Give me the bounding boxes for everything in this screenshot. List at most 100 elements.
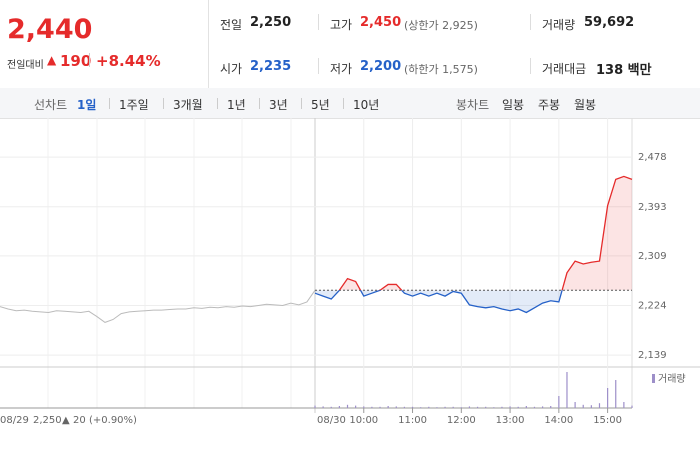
y-tick-label: 2,139 (638, 350, 667, 361)
divider (530, 14, 531, 30)
period-tab[interactable]: 1주일 (119, 98, 149, 112)
y-tick-label: 2,478 (638, 152, 667, 163)
change-rate: +8.44% (96, 52, 161, 70)
period-tab[interactable]: 1년 (227, 98, 246, 112)
line-down (314, 290, 563, 314)
volume-bar (379, 406, 381, 408)
volume-bar (631, 405, 633, 408)
divider (343, 98, 344, 109)
price: 2,440 (7, 14, 93, 45)
volume-bar (590, 405, 592, 408)
volume-bar (566, 372, 568, 408)
volume-bar (607, 388, 609, 408)
stats-panel: 전일 2,250 고가 2,450 (상한가 2,925) 거래량 59,692 시가 2,23… (208, 0, 700, 89)
volume-bar (346, 404, 349, 408)
change: 190 (60, 52, 92, 70)
stat-label: 전일 (220, 18, 243, 32)
stat-label: 고가 (330, 18, 353, 32)
volume-bar (517, 406, 519, 408)
volume-bar (460, 407, 462, 408)
volume-bar (355, 405, 357, 408)
divider (318, 58, 319, 74)
volume-bar (395, 406, 397, 408)
x-tick-label: 08/29 (0, 415, 29, 426)
volume-bar (468, 406, 471, 408)
stat-label: 시가 (220, 62, 243, 76)
volume-bar (403, 406, 406, 408)
area-up (339, 176, 632, 291)
x-tick-label: 08/30 (317, 415, 346, 426)
divider (109, 98, 110, 109)
stat-value: 59,692 (584, 15, 635, 30)
x-tick-label: 14:00 (544, 415, 573, 426)
volume-bar (330, 406, 332, 408)
stat-value: 2,450 (360, 15, 402, 30)
volume-bar (623, 402, 625, 408)
divider (318, 14, 319, 30)
volume-bar (525, 406, 527, 408)
candle-tab[interactable]: 주봉 (538, 98, 561, 112)
period-tab[interactable]: 3년 (269, 98, 288, 112)
period-tab[interactable]: 1일 (77, 98, 97, 112)
tab-caption: 봉차트 (456, 98, 490, 112)
volume-bar (314, 405, 316, 408)
volume-bar (493, 407, 495, 408)
volume-bar (541, 406, 544, 408)
volume-bar (411, 406, 414, 408)
volume-bar (322, 406, 324, 408)
prev-rate: (+0.90%) (89, 415, 137, 426)
period-tab[interactable]: 3개월 (173, 98, 203, 112)
divider (530, 58, 531, 74)
tab-caption: 선차트 (34, 98, 68, 112)
volume-bar (363, 406, 365, 408)
stat-value: 2,200 (360, 59, 402, 74)
x-tick-label: 15:00 (593, 415, 622, 426)
volume-bar (574, 402, 576, 408)
y-tick-label: 2,224 (638, 300, 667, 311)
divider (217, 98, 218, 109)
volume-bar (582, 404, 584, 408)
prev-close: 2,250 (33, 415, 62, 426)
volume-bar (598, 403, 601, 408)
volume-bar (550, 406, 552, 408)
volume-bar (452, 406, 454, 408)
volume-bar (420, 407, 422, 408)
legend-swatch (652, 374, 655, 383)
stat-value: 2,235 (250, 59, 292, 74)
candle-tab[interactable]: 월봉 (574, 98, 597, 112)
stat-note: (상한가 2,925) (404, 19, 478, 32)
volume-bar (387, 406, 389, 408)
volume-bar (338, 406, 340, 408)
volume-bar (428, 406, 430, 408)
prev-line (0, 289, 316, 323)
legend-label: 거래량 (658, 373, 686, 385)
volume-bar (371, 406, 373, 408)
divider (301, 98, 302, 109)
candle-tab[interactable]: 일봉 (502, 98, 525, 112)
volume-bar (533, 406, 536, 408)
period-tab[interactable]: 5년 (311, 98, 330, 112)
volume-bar (615, 380, 617, 408)
volume-bar (509, 406, 511, 408)
stat-note: (하한가 1,575) (404, 63, 478, 76)
line-up (338, 175, 633, 291)
volume-bar (485, 406, 487, 408)
area-down (315, 290, 632, 313)
x-tick-label: 11:00 (398, 415, 427, 426)
stat-label: 거래량 (542, 18, 576, 32)
price-panel: 2,440 전일대비 ▲ 190 +8.44% (0, 0, 209, 89)
prev-change: 20 (73, 415, 86, 426)
period-tab[interactable]: 10년 (353, 98, 380, 112)
volume-bar (558, 396, 560, 408)
tab-bar: 선차트 1일 1주일 3개월 1년 3년 5년 10년 봉차트 일봉 주봉 월봉 (0, 88, 700, 119)
x-tick-label: 12:00 (447, 415, 476, 426)
up-icon: ▲ (62, 415, 70, 426)
change-caption: 전일대비 (7, 60, 44, 71)
volume-bar (501, 406, 503, 408)
volume-bar (476, 406, 479, 408)
divider (163, 98, 164, 109)
divider (89, 53, 90, 67)
y-tick-label: 2,393 (638, 202, 667, 213)
divider (259, 98, 260, 109)
x-tick-label: 10:00 (349, 415, 378, 426)
